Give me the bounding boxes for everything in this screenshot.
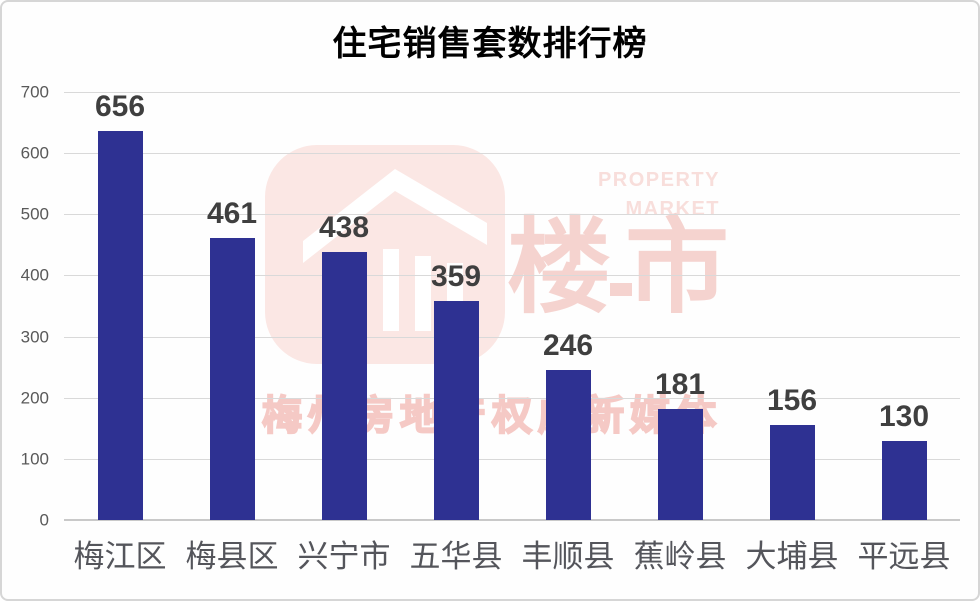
x-category-label: 平远县 — [857, 539, 951, 574]
gridline — [64, 336, 960, 338]
bar-value-label: 359 — [430, 259, 482, 293]
x-axis-labels: 梅江区 梅县区 兴宁市 五华县 丰顺县 蕉岭县 大埔县 平远县 — [64, 538, 960, 575]
bar-value-label: 656 — [94, 90, 146, 123]
bar-slot: 156 — [736, 92, 848, 520]
chart-title: 住宅销售套数排行榜 — [332, 26, 648, 63]
x-category-label: 兴宁市 — [297, 539, 391, 574]
gridline — [64, 458, 960, 460]
x-category-label: 梅县区 — [185, 539, 279, 574]
bar-slot: 246 — [512, 92, 624, 520]
bars-container: 656 461 438 359 246 181 156 130 — [64, 92, 960, 520]
y-axis-tick-label: 500 — [20, 204, 49, 224]
bar — [881, 440, 927, 520]
bar-slot: 438 — [288, 92, 400, 520]
x-category-label: 蕉岭县 — [633, 539, 727, 574]
x-category-label: 丰顺县 — [521, 539, 615, 574]
bar — [545, 369, 591, 520]
bar-slot: 359 — [400, 92, 512, 520]
bar — [657, 409, 703, 520]
bar-slot: 656 — [64, 92, 176, 520]
y-axis-tick-label: 100 — [20, 449, 49, 469]
bar — [769, 424, 815, 520]
bar — [433, 300, 479, 520]
bar-value-label: 246 — [542, 328, 594, 362]
watermark-brand-line1: PROPERTY — [597, 169, 720, 191]
bar-slot: 461 — [176, 92, 288, 520]
gridlines — [64, 92, 960, 520]
bar-slot: 181 — [624, 92, 736, 520]
bar — [209, 238, 255, 520]
gridline — [64, 275, 960, 277]
bar-value-label: 130 — [878, 399, 930, 433]
gridline — [64, 92, 960, 93]
y-axis-tick-label: 400 — [20, 265, 49, 285]
x-category-label: 梅江区 — [73, 539, 167, 574]
bar-value-label: 461 — [206, 197, 258, 231]
y-axis-tick-label: 300 — [20, 327, 49, 347]
bar-slot: 130 — [848, 92, 960, 520]
y-axis-tick-label: 200 — [20, 388, 49, 408]
x-axis-line — [64, 519, 960, 521]
bar-value-label: 181 — [654, 368, 706, 402]
plot-area: 656 461 438 359 246 181 156 130 — [64, 92, 960, 521]
gridline — [64, 214, 960, 216]
bar — [97, 131, 143, 520]
bar — [321, 252, 367, 520]
y-axis-tick-label: 700 — [20, 82, 49, 102]
x-category-label: 大埔县 — [745, 539, 839, 574]
gridline — [64, 153, 960, 155]
watermark-dash — [610, 283, 632, 296]
y-axis-tick-label: 600 — [20, 143, 49, 163]
watermark-logo-text: 楼市 — [507, 210, 744, 326]
x-category-label: 五华县 — [409, 539, 503, 574]
gridline — [64, 397, 960, 399]
y-axis-tick-label: 0 — [39, 510, 49, 530]
bar-value-label: 438 — [318, 211, 370, 245]
bar-value-label: 156 — [766, 383, 818, 417]
y-axis: 0 100 200 300 400 500 600 700 — [2, 84, 49, 529]
